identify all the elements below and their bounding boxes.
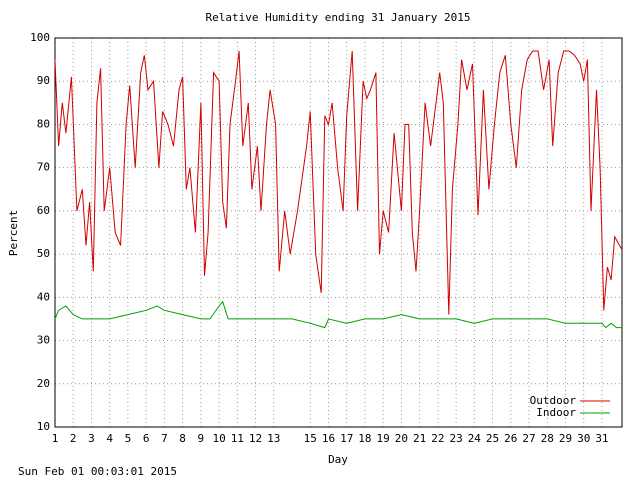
x-tick-label: 28 bbox=[541, 432, 554, 445]
y-tick-label: 10 bbox=[37, 420, 50, 433]
y-tick-label: 40 bbox=[37, 290, 50, 303]
x-tick-label: 13 bbox=[267, 432, 280, 445]
footnote: Sun Feb 01 00:03:01 2015 bbox=[18, 465, 177, 478]
data-line bbox=[54, 300, 622, 329]
y-axis-label: Percent bbox=[7, 210, 20, 256]
x-tick-label: 4 bbox=[106, 432, 113, 445]
x-tick-label: 31 bbox=[595, 432, 608, 445]
x-tick-label: 20 bbox=[395, 432, 408, 445]
x-tick-label: 22 bbox=[431, 432, 444, 445]
x-tick-label: 8 bbox=[179, 432, 186, 445]
plot-frame bbox=[54, 37, 623, 428]
x-tick-label: 19 bbox=[377, 432, 390, 445]
y-tick-label: 80 bbox=[37, 117, 50, 130]
x-tick-label: 10 bbox=[212, 432, 225, 445]
x-tick-label: 27 bbox=[522, 432, 535, 445]
chart-title: Relative Humidity ending 31 January 2015 bbox=[206, 11, 471, 24]
x-tick-label: 16 bbox=[322, 432, 335, 445]
x-tick-label: 7 bbox=[161, 432, 168, 445]
x-tick-label: 15 bbox=[304, 432, 317, 445]
x-tick-label: 12 bbox=[249, 432, 262, 445]
x-tick-label: 1 bbox=[52, 432, 59, 445]
x-tick-label: 23 bbox=[449, 432, 462, 445]
x-tick-label: 9 bbox=[198, 432, 205, 445]
x-tick-label: 18 bbox=[358, 432, 371, 445]
legend-label: Outdoor bbox=[530, 394, 577, 407]
data-line bbox=[54, 50, 623, 315]
y-tick-label: 70 bbox=[37, 161, 50, 174]
x-tick-label: 29 bbox=[559, 432, 572, 445]
x-tick-label: 2 bbox=[70, 432, 77, 445]
y-tick-label: 60 bbox=[37, 204, 50, 217]
x-tick-label: 17 bbox=[340, 432, 353, 445]
x-tick-label: 26 bbox=[504, 432, 517, 445]
y-tick-label: 100 bbox=[30, 31, 50, 44]
x-tick-label: 11 bbox=[231, 432, 244, 445]
x-axis-label: Day bbox=[328, 453, 348, 466]
x-tick-label: 6 bbox=[143, 432, 150, 445]
y-tick-label: 30 bbox=[37, 334, 50, 347]
y-tick-label: 50 bbox=[37, 247, 50, 260]
y-tick-label: 20 bbox=[37, 377, 50, 390]
x-tick-label: 30 bbox=[577, 432, 590, 445]
x-tick-label: 21 bbox=[413, 432, 426, 445]
y-tick-label: 90 bbox=[37, 74, 50, 87]
x-tick-label: 3 bbox=[88, 432, 95, 445]
x-tick-label: 5 bbox=[125, 432, 132, 445]
legend-label: Indoor bbox=[536, 406, 576, 419]
x-tick-label: 24 bbox=[468, 432, 482, 445]
x-tick-label: 25 bbox=[486, 432, 499, 445]
